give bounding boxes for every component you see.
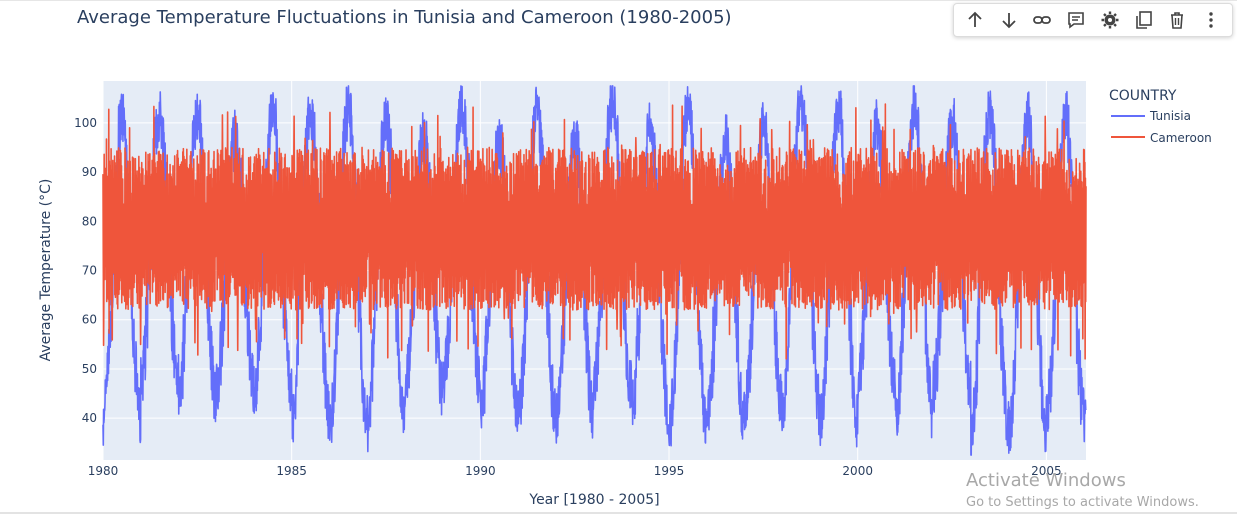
legend-item-cameroon[interactable]: Cameroon <box>1111 131 1212 145</box>
legend-label-tunisia: Tunisia <box>1149 109 1191 123</box>
more-vertical-icon[interactable] <box>1197 6 1225 34</box>
x-tick-label: 1980 <box>88 464 119 478</box>
y-axis-title: Average Temperature (°C) <box>38 179 54 362</box>
y-tick-label: 40 <box>82 411 97 425</box>
x-tick-label: 2000 <box>842 464 873 478</box>
x-tick-label: 1985 <box>276 464 307 478</box>
watermark-subtitle: Go to Settings to activate Windows. <box>966 495 1199 510</box>
arrow-down-icon[interactable] <box>995 6 1023 34</box>
watermark-title: Activate Windows <box>966 470 1126 491</box>
legend-label-cameroon: Cameroon <box>1150 131 1212 145</box>
bottom-divider <box>0 512 1237 514</box>
gear-icon[interactable] <box>1096 6 1124 34</box>
legend: COUNTRY Tunisia Cameroon <box>1109 88 1212 145</box>
legend-item-tunisia[interactable]: Tunisia <box>1111 109 1191 123</box>
y-tick-label: 90 <box>82 165 97 179</box>
copy-icon[interactable] <box>1130 6 1158 34</box>
y-tick-label: 60 <box>82 313 97 327</box>
y-tick-label: 70 <box>82 264 97 278</box>
y-axis-ticks: 40 50 60 70 80 90 100 <box>74 116 97 425</box>
series-line-cameroon <box>102 103 1087 360</box>
series-layer <box>102 85 1087 456</box>
link-icon[interactable] <box>1028 6 1056 34</box>
y-tick-label: 80 <box>82 214 97 228</box>
trash-icon[interactable] <box>1163 6 1191 34</box>
chart-title: Average Temperature Fluctuations in Tuni… <box>77 7 732 28</box>
x-axis-ticks: 1980 1985 1990 1995 2000 2005 <box>88 464 1062 478</box>
legend-title: COUNTRY <box>1109 88 1177 104</box>
arrow-up-icon[interactable] <box>961 6 989 34</box>
chart-toolbar <box>953 3 1233 37</box>
y-tick-label: 100 <box>74 116 97 130</box>
x-tick-label: 1990 <box>465 464 496 478</box>
x-axis-title: Year [1980 - 2005] <box>528 492 659 508</box>
y-tick-label: 50 <box>82 362 97 376</box>
top-divider <box>0 0 1237 1</box>
x-tick-label: 1995 <box>654 464 685 478</box>
x-tick-label: 2005 <box>1031 464 1062 478</box>
comment-icon[interactable] <box>1062 6 1090 34</box>
activation-watermark: Activate Windows Go to Settings to activ… <box>966 470 1199 510</box>
